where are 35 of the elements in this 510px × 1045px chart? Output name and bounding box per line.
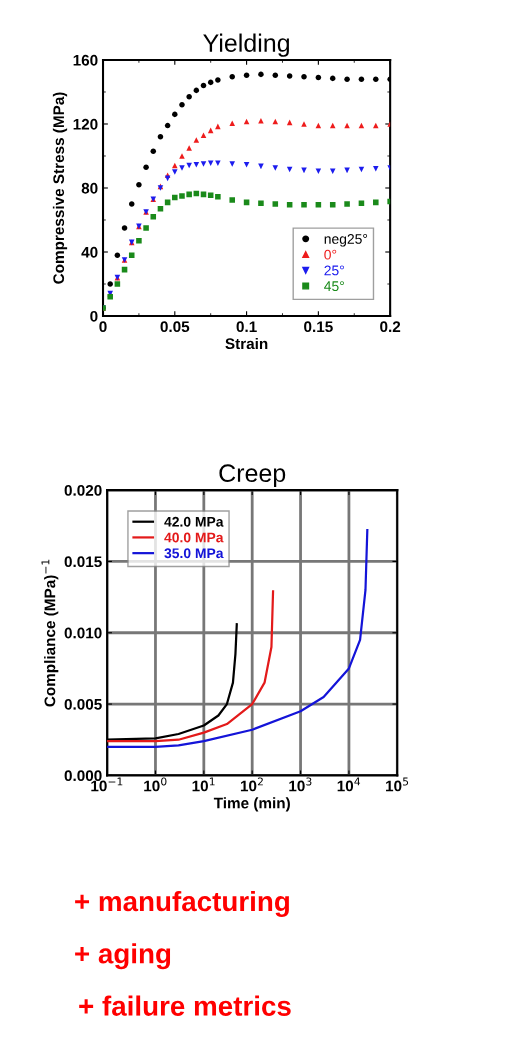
chart-title: Creep: [219, 464, 286, 487]
text: + failure metrics: [79, 995, 291, 1016]
y-tick-label: 120: [73, 118, 98, 130]
y-axis-title: Compressive Stress (MPa): [52, 92, 68, 284]
x-tick-label: 0.15: [304, 321, 333, 333]
legend-label: neg25°: [324, 234, 368, 247]
legend-label: 40.0 MPa: [164, 532, 224, 543]
y-tick-label: 80: [81, 182, 98, 194]
x-tick-label: 0.2: [380, 321, 401, 333]
legend-label: 42.0 MPa: [164, 516, 224, 527]
legend-label: 45°: [324, 281, 344, 292]
x-tick-label: 10$^{3}$: [289, 777, 312, 792]
x-tick-label: 10$^{2}$: [240, 777, 263, 792]
x-tick-label: 0.1: [236, 321, 257, 333]
legend-label: 35.0 MPa: [164, 548, 224, 559]
y-tick-label: 0.005: [64, 698, 102, 710]
y-tick-label: 0.020: [64, 484, 102, 496]
x-axis-title: Time (min): [213, 797, 290, 812]
x-tick-label: 10$^{5}$: [386, 777, 409, 792]
x-tick-label: 10$^{1}$: [192, 777, 215, 792]
y-tick-label: 160: [73, 54, 98, 66]
legend-label: 25°: [324, 265, 344, 276]
text: + manufacturing: [75, 890, 289, 917]
y-tick-label: 0.015: [64, 556, 102, 568]
x-tick-label: 10$^{4}$: [337, 777, 361, 792]
x-axis-title: Strain: [225, 337, 268, 350]
x-tick-label: 0.05: [160, 321, 190, 333]
x-tick-label: 10$^{0}$: [144, 777, 167, 792]
y-tick-label: 0.010: [64, 627, 102, 639]
legend-label: 0°: [324, 249, 337, 260]
y-tick-label: 0: [90, 310, 98, 322]
y-tick-label: 40: [81, 246, 98, 258]
chart-title: Yielding: [203, 33, 289, 57]
text: + aging: [75, 943, 171, 970]
y-axis-title: Compliance (MPa)$^{−1}$: [41, 559, 59, 707]
